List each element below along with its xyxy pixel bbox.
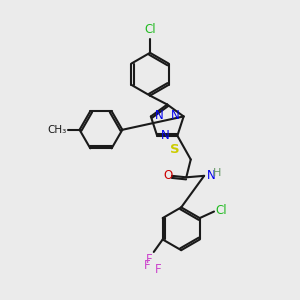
Text: O: O (164, 169, 173, 182)
Text: N: N (171, 109, 179, 122)
Text: N: N (155, 109, 164, 122)
Text: F: F (144, 260, 150, 272)
Text: S: S (169, 143, 179, 156)
Text: F: F (146, 253, 152, 266)
Text: Cl: Cl (144, 23, 156, 37)
Text: N: N (161, 129, 170, 142)
Text: N: N (206, 169, 215, 182)
Text: CH₃: CH₃ (47, 125, 67, 135)
Text: Cl: Cl (215, 204, 227, 217)
Text: H: H (212, 168, 221, 178)
Text: F: F (155, 263, 162, 276)
